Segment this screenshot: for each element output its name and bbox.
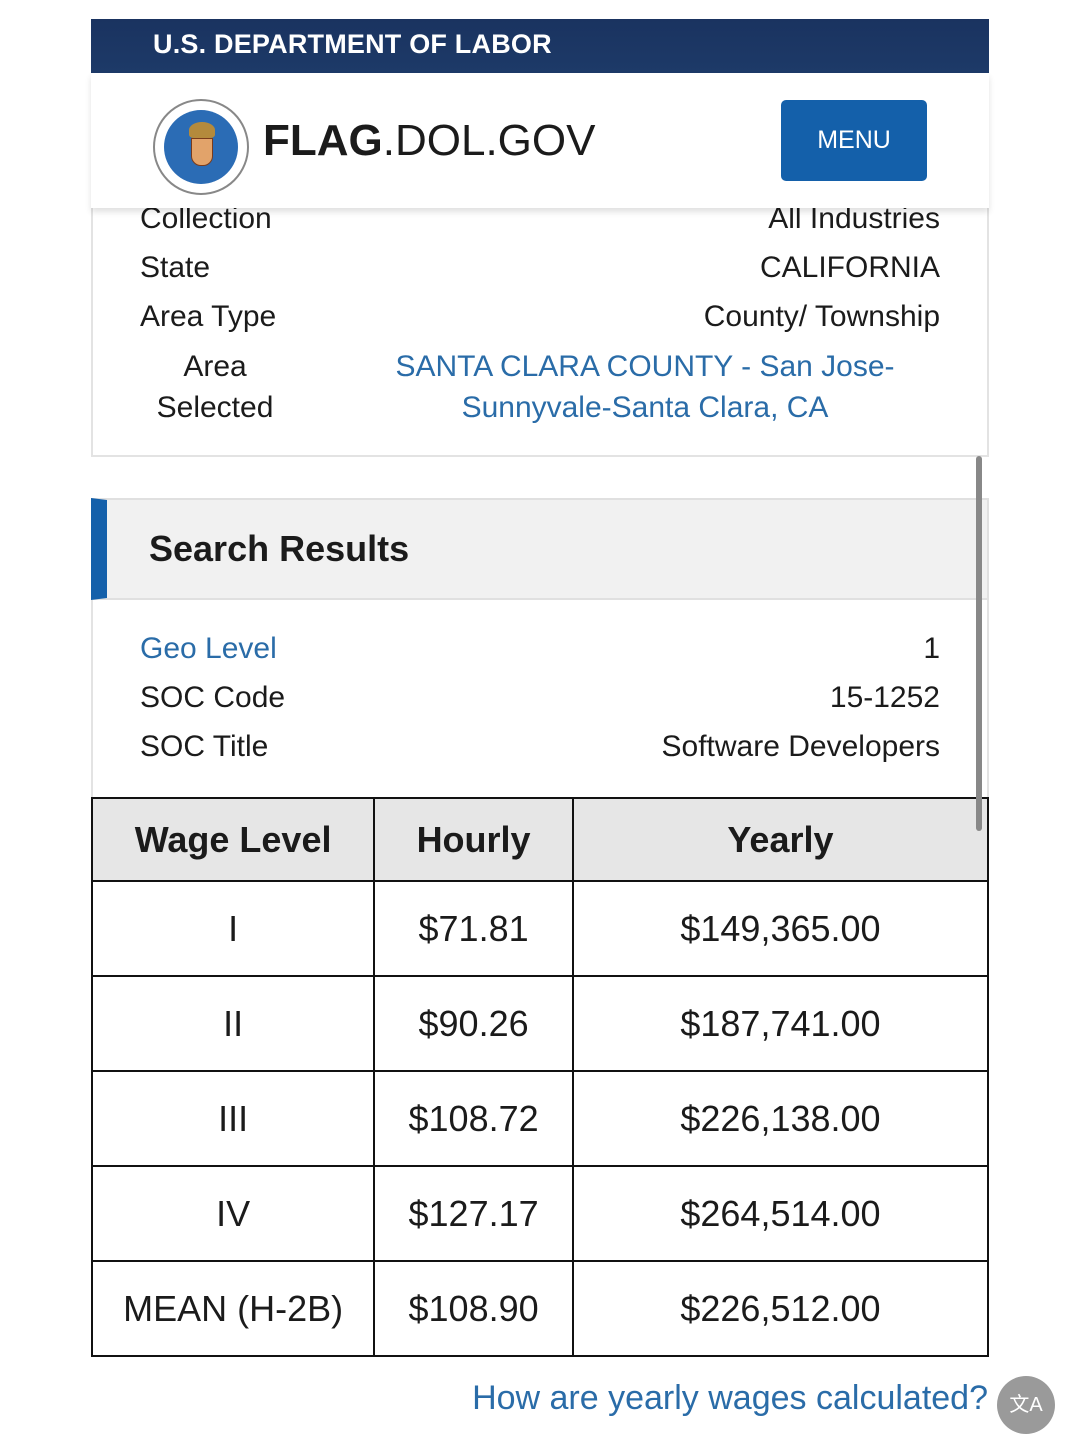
column-header: Wage Level: [90, 797, 376, 882]
criteria-value: County/ Township: [703, 300, 940, 333]
translate-icon[interactable]: 文A: [997, 1376, 1055, 1434]
hourly-wage: $90.26: [373, 975, 574, 1072]
hourly-wage: $108.90: [373, 1260, 574, 1357]
criteria-value: CALIFORNIA: [759, 251, 940, 284]
search-results-title: Search Results: [149, 528, 410, 569]
search-criteria-panel: Collection All Industries State CALIFORNIA…: [91, 190, 989, 457]
wage-level: IV: [90, 1165, 376, 1262]
criteria-label: Area Type: [140, 300, 277, 333]
table-header-row: Wage Level Hourly Yearly: [90, 797, 990, 882]
geo-level-link[interactable]: Geo Level: [140, 632, 277, 665]
field-value: 15-1252: [829, 681, 940, 714]
criteria-label: Area Selected: [156, 350, 274, 424]
hourly-wage: $108.72: [373, 1070, 574, 1167]
yearly-wage: $187,741.00: [571, 975, 990, 1072]
table-row: III $108.72 $226,138.00: [90, 1070, 990, 1167]
yearly-wages-help-link[interactable]: How are yearly wages calculated?: [472, 1379, 988, 1417]
site-name[interactable]: FLAG.DOL.GOV: [263, 113, 595, 169]
hourly-wage: $71.81: [373, 880, 574, 977]
search-results-fields: Geo Level 1 SOC Code 15-1252 SOC Title Soft…: [91, 600, 989, 797]
dol-seal-logo[interactable]: [153, 99, 249, 195]
table-row: II $90.26 $187,741.00: [90, 975, 990, 1072]
yearly-wage: $264,514.00: [571, 1165, 990, 1262]
field-label: SOC Title: [140, 730, 269, 763]
yearly-wage: $226,512.00: [571, 1260, 990, 1357]
wage-table: Wage Level Hourly Yearly I $71.81 $149,365…: [90, 797, 990, 1357]
table-row: IV $127.17 $264,514.00: [90, 1165, 990, 1262]
site-name-bold: FLAG: [263, 116, 383, 165]
wage-level: III: [90, 1070, 376, 1167]
table-row: I $71.81 $149,365.00: [90, 880, 990, 977]
field-label: SOC Code: [140, 681, 286, 714]
area-selected-link[interactable]: SANTA CLARA COUNTY - San Jose-Sunnyvale-…: [395, 350, 895, 424]
wage-level: II: [90, 975, 376, 1072]
table-row: MEAN (H-2B) $108.90 $226,512.00: [90, 1260, 990, 1357]
yearly-wage: $226,138.00: [571, 1070, 990, 1167]
field-value: Software Developers: [661, 730, 940, 763]
site-name-rest: .DOL.GOV: [382, 116, 596, 165]
scrollbar[interactable]: [976, 456, 982, 831]
hourly-wage: $127.17: [373, 1165, 574, 1262]
wage-level: I: [90, 880, 376, 977]
agency-banner: U.S. DEPARTMENT OF LABOR: [91, 19, 989, 73]
wage-level: MEAN (H-2B): [90, 1260, 376, 1357]
column-header: Hourly: [373, 797, 574, 882]
field-value: 1: [923, 632, 940, 665]
yearly-wage: $149,365.00: [571, 880, 990, 977]
search-results-header: Search Results: [91, 498, 989, 600]
menu-button[interactable]: MENU: [781, 100, 927, 181]
column-header: Yearly: [571, 797, 990, 882]
site-header: FLAG.DOL.GOV MENU: [91, 73, 989, 208]
criteria-label: State: [140, 251, 211, 284]
